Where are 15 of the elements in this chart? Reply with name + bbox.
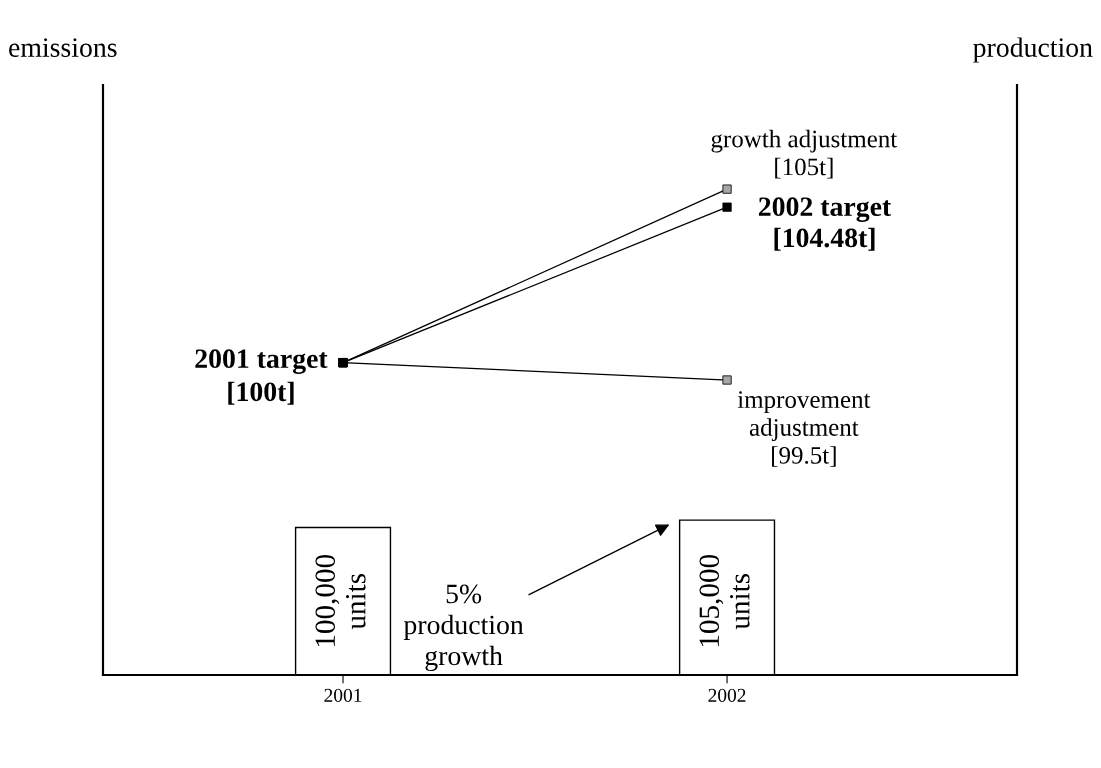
series-label: improvement adjustment	[737, 391, 871, 441]
data-label: [99.5t]	[772, 446, 836, 467]
data-label: [100t]	[228, 381, 294, 405]
data-label: 105,000 units	[699, 554, 750, 647]
annotation: 5% production growth	[403, 584, 524, 671]
y-axis-title: emissions	[9, 38, 117, 57]
data-label: [105t]	[775, 157, 833, 179]
series-label: 2001 target	[195, 349, 328, 374]
y2-axis-title: production	[973, 37, 1093, 63]
series-label: growth adjustment	[711, 129, 898, 153]
series-label: 2002 target	[758, 197, 892, 222]
data-label: 100,000 units	[315, 554, 366, 647]
x-tick-label: 2002	[708, 688, 746, 702]
x-tick-label: 2001	[324, 688, 362, 702]
data-label: [104.48t]	[774, 227, 875, 251]
